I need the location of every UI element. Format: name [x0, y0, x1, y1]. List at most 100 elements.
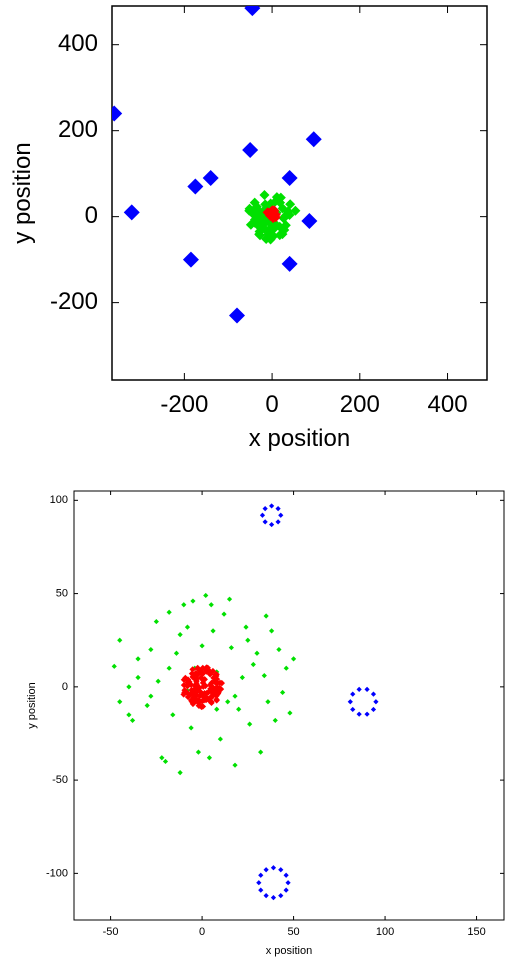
data-point: [270, 865, 277, 871]
data-point: [226, 596, 233, 602]
data-point: [281, 255, 298, 272]
data-point: [269, 521, 275, 528]
data-point: [281, 169, 298, 186]
y-axis-label: y position: [26, 682, 38, 728]
data-point: [347, 699, 353, 705]
data-point: [236, 706, 242, 712]
data-point: [155, 678, 161, 684]
y-tick-label: 0: [62, 681, 68, 693]
data-point: [350, 706, 356, 713]
data-point: [194, 664, 201, 672]
data-point: [232, 693, 238, 699]
data-point: [244, 6, 261, 17]
plot-area: [111, 5, 488, 381]
data-point: [279, 689, 286, 696]
data-point: [184, 693, 192, 701]
data-point: [283, 887, 289, 893]
x-tick-label: 150: [467, 926, 485, 938]
data-point: [269, 196, 280, 207]
data-point: [254, 230, 265, 241]
data-point: [251, 201, 262, 212]
data-point: [177, 770, 183, 776]
data-point: [112, 105, 123, 122]
data-point: [258, 872, 264, 878]
data-point: [263, 613, 269, 619]
data-point: [370, 706, 377, 713]
y-tick-label: -100: [46, 867, 68, 879]
data-point: [126, 712, 132, 718]
data-point: [182, 251, 199, 268]
data-point: [217, 736, 223, 742]
data-point: [170, 712, 176, 718]
x-tick-label: 200: [340, 391, 380, 418]
data-point: [200, 694, 208, 701]
data-point: [166, 665, 172, 671]
data-point: [239, 674, 245, 681]
data-point: [148, 693, 154, 699]
data-point: [162, 758, 169, 765]
data-point: [364, 686, 370, 692]
data-point: [144, 702, 150, 709]
data-point: [190, 598, 196, 604]
data-point: [221, 611, 227, 617]
y-tick-label: 100: [50, 494, 68, 506]
y-tick-label: -50: [52, 774, 68, 786]
data-point: [269, 503, 275, 509]
data-point: [278, 867, 284, 873]
data-point: [111, 663, 117, 669]
data-point: [250, 661, 256, 668]
x-tick-label: -50: [103, 926, 119, 938]
data-point: [135, 656, 141, 662]
plot-area: [73, 490, 505, 921]
data-point: [276, 646, 282, 653]
data-point: [287, 710, 293, 716]
data-point: [305, 131, 322, 148]
data-point: [184, 676, 191, 683]
data-point: [290, 656, 297, 662]
data-point: [350, 691, 356, 697]
data-point: [275, 192, 286, 203]
data-point: [117, 699, 123, 705]
data-point: [190, 674, 197, 681]
data-point: [214, 706, 220, 712]
x-axis-label: x position: [249, 425, 350, 452]
data-point: [370, 691, 377, 697]
data-point: [373, 699, 379, 705]
data-point: [208, 602, 214, 608]
data-point: [159, 755, 165, 761]
data-point: [206, 755, 213, 761]
data-point: [166, 609, 172, 615]
data-point: [253, 206, 264, 217]
data-point: [117, 637, 123, 643]
data-point: [228, 645, 234, 651]
data-point: [258, 887, 264, 893]
data-point: [268, 231, 279, 242]
data-point: [232, 762, 238, 768]
data-point: [135, 674, 141, 681]
x-tick-label: 0: [199, 926, 205, 938]
x-tick-label: 0: [265, 391, 278, 418]
data-point: [203, 592, 209, 599]
data-point: [129, 717, 136, 724]
data-markers: [112, 6, 322, 324]
data-point: [277, 229, 288, 240]
data-point: [262, 506, 268, 512]
data-point: [263, 893, 269, 899]
x-tick-label: 400: [428, 391, 468, 418]
data-point: [268, 209, 279, 220]
data-point: [243, 624, 249, 630]
y-tick-label: 50: [56, 587, 68, 599]
data-point: [195, 749, 202, 755]
data-point: [199, 643, 205, 649]
x-axis-label: x position: [266, 945, 312, 957]
data-markers: [111, 503, 379, 901]
data-point: [260, 199, 271, 210]
x-tick-label: 100: [376, 926, 394, 938]
data-point: [364, 711, 370, 717]
data-point: [177, 632, 183, 638]
data-point: [285, 199, 296, 210]
data-point: [283, 872, 289, 878]
x-tick-label: 50: [287, 926, 299, 938]
data-point: [229, 307, 245, 324]
data-point: [225, 699, 231, 705]
